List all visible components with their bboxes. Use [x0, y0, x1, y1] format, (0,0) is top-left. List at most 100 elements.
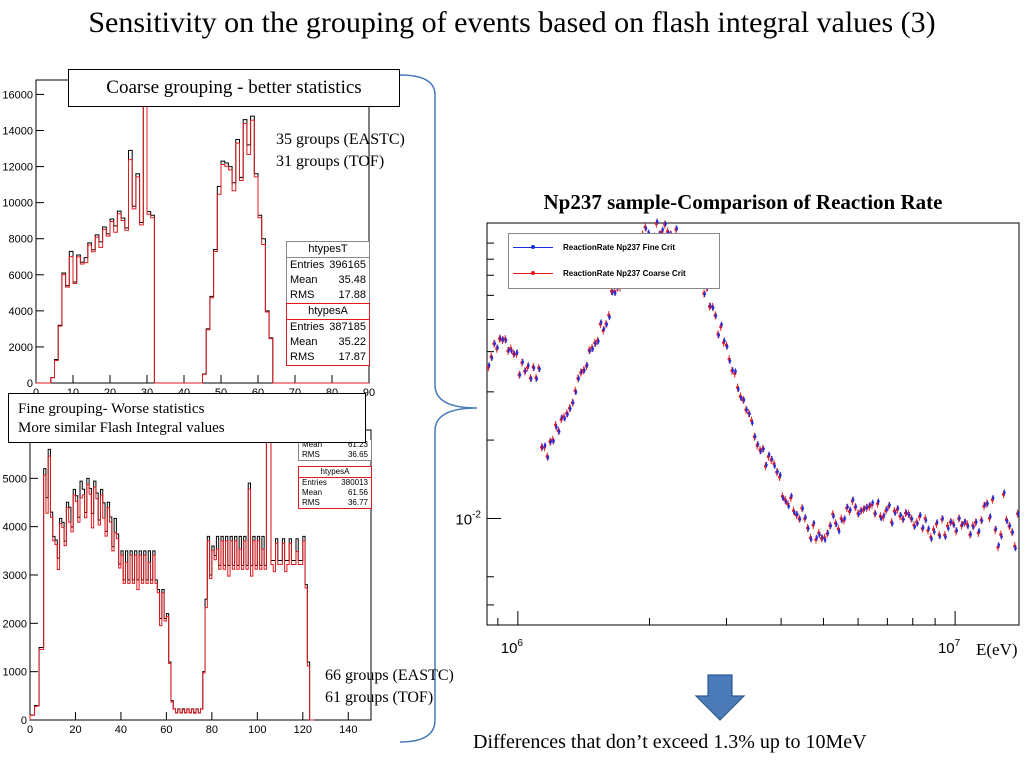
stat-box-htypesA: htypesA Entries 387185 Mean 35.22 RMS 17.87: [286, 303, 370, 366]
fine-crit-point: [832, 514, 835, 518]
stat-row: RMS 36.65: [299, 450, 371, 460]
fine-callout-line: Fine grouping- Worse statistics: [18, 401, 205, 417]
stat-row: Mean 61.56: [299, 488, 371, 498]
fine-crit-point: [795, 512, 799, 516]
fine-crit-point: [563, 417, 567, 420]
fine-crit-point: [599, 320, 603, 324]
fine-crit-point: [518, 373, 522, 377]
fine-crit-point: [725, 345, 729, 348]
fine-crit-point: [571, 401, 575, 404]
fine-crit-point: [538, 367, 541, 371]
fine-crit-point: [952, 523, 956, 527]
fine-crit-point: [907, 513, 911, 517]
group-count: 31 groups (TOF): [276, 153, 385, 170]
fine-crit-point: [798, 517, 802, 521]
fine-crit-point: [574, 390, 578, 394]
fine-crit-point: [569, 407, 572, 410]
fine-crit-point: [902, 517, 905, 521]
fine-crit-point: [924, 518, 928, 522]
fine-crit-point: [602, 327, 606, 331]
stat-value: 35.22: [338, 336, 366, 348]
fine-crit-point: [527, 364, 530, 367]
y-tick-exponent: -2: [472, 509, 481, 520]
fine-crit-point: [613, 291, 617, 295]
group-count: 61 groups (TOF): [325, 689, 434, 706]
fine-crit-point: [809, 537, 813, 541]
fine-crit-point: [793, 511, 796, 514]
fine-crit-point: [583, 368, 586, 372]
fine-crit-point: [857, 512, 861, 516]
fine-crit-point: [874, 512, 877, 515]
x-tick-label: 140: [339, 724, 357, 736]
fine-crit-point: [938, 534, 942, 538]
fine-crit-point: [891, 522, 894, 525]
rr-plot-frame: [486, 222, 1020, 626]
fine-crit-point: [605, 323, 609, 326]
fine-grouping-callout: Fine grouping- Worse statistics More sim…: [8, 393, 366, 443]
stat-label: RMS: [302, 450, 320, 459]
down-arrow-shape: [694, 674, 746, 721]
fine-crit-point: [765, 463, 768, 467]
fine-crit-point: [521, 360, 525, 364]
fine-crit-point: [717, 333, 721, 337]
down-arrow-icon: [694, 674, 746, 721]
fine-crit-point: [980, 519, 984, 522]
reaction-rate-title: Np237 sample-Comparison of Reaction Rate: [543, 190, 943, 214]
fine-crit-point: [1003, 491, 1006, 494]
y-tick-label: 8000: [9, 234, 33, 246]
coarse-grouping-callout: Coarse grouping - better statistics: [68, 69, 400, 107]
y-tick-label: 0: [27, 378, 33, 390]
fine-crit-point: [994, 527, 998, 531]
fine-crit-point: [787, 505, 791, 508]
legend-label: ReactionRate Np237 Fine Crit: [563, 243, 676, 252]
stat-label: Entries: [290, 259, 325, 271]
fine-crit-point: [846, 505, 849, 509]
stat-value: 36.77: [347, 498, 368, 507]
fine-crit-point: [1005, 519, 1009, 523]
stat-box-title: htypesA: [287, 304, 369, 320]
fine-crit-point: [823, 538, 827, 542]
stat-label: Mean: [302, 488, 323, 497]
stat-label: Entries: [302, 478, 327, 487]
coarse-groups-note: 35 groups (EASTC) 31 groups (TOF): [276, 129, 405, 173]
fine-crit-point: [644, 227, 648, 230]
stat-value: 61.56: [347, 488, 368, 497]
fine-crit-point: [493, 342, 497, 345]
fine-crit-point: [871, 501, 875, 504]
fine-crit-point: [899, 513, 903, 517]
fine-groups-note: 66 groups (EASTC) 61 groups (TOF): [325, 665, 454, 709]
fine-crit-point: [751, 421, 754, 425]
fine-crit-point: [835, 522, 838, 526]
stat-row: RMS 36.77: [299, 498, 371, 508]
fine-crit-point: [767, 453, 771, 456]
fine-crit-point: [739, 396, 743, 400]
x-tick-exponent: 7: [955, 638, 961, 649]
fine-crit-point: [910, 517, 914, 521]
fine-crit-point: [549, 440, 553, 443]
fine-crit-point: [552, 439, 555, 443]
x-tick-exponent: 6: [517, 638, 523, 649]
stat-value: 380013: [341, 478, 368, 487]
fine-crit-point: [496, 346, 499, 349]
fine-crit-point: [577, 377, 581, 380]
fine-crit-point: [487, 363, 491, 367]
fine-crit-point: [781, 496, 785, 500]
stat-value: 17.88: [338, 289, 366, 301]
fine-crit-point: [916, 522, 919, 525]
fine-crit-point: [703, 292, 707, 296]
fine-crit-point: [608, 315, 611, 319]
fine-crit-point: [977, 529, 981, 533]
x-tick-label: 107: [938, 638, 961, 657]
fine-crit-point: [930, 537, 933, 541]
fine-crit-point: [756, 442, 760, 446]
fine-crit-point: [566, 413, 569, 416]
stat-row: RMS 17.88: [287, 288, 369, 303]
y-tick-label: 10000: [2, 198, 33, 210]
stat-row: Entries 387185: [287, 320, 369, 335]
stat-value: 396165: [329, 259, 366, 271]
fine-crit-point: [991, 496, 995, 500]
fine-crit-point: [515, 351, 519, 354]
y-tick-label: 4000: [9, 306, 33, 318]
fine-crit-point: [837, 530, 841, 533]
y-tick-label: 3000: [3, 570, 27, 582]
